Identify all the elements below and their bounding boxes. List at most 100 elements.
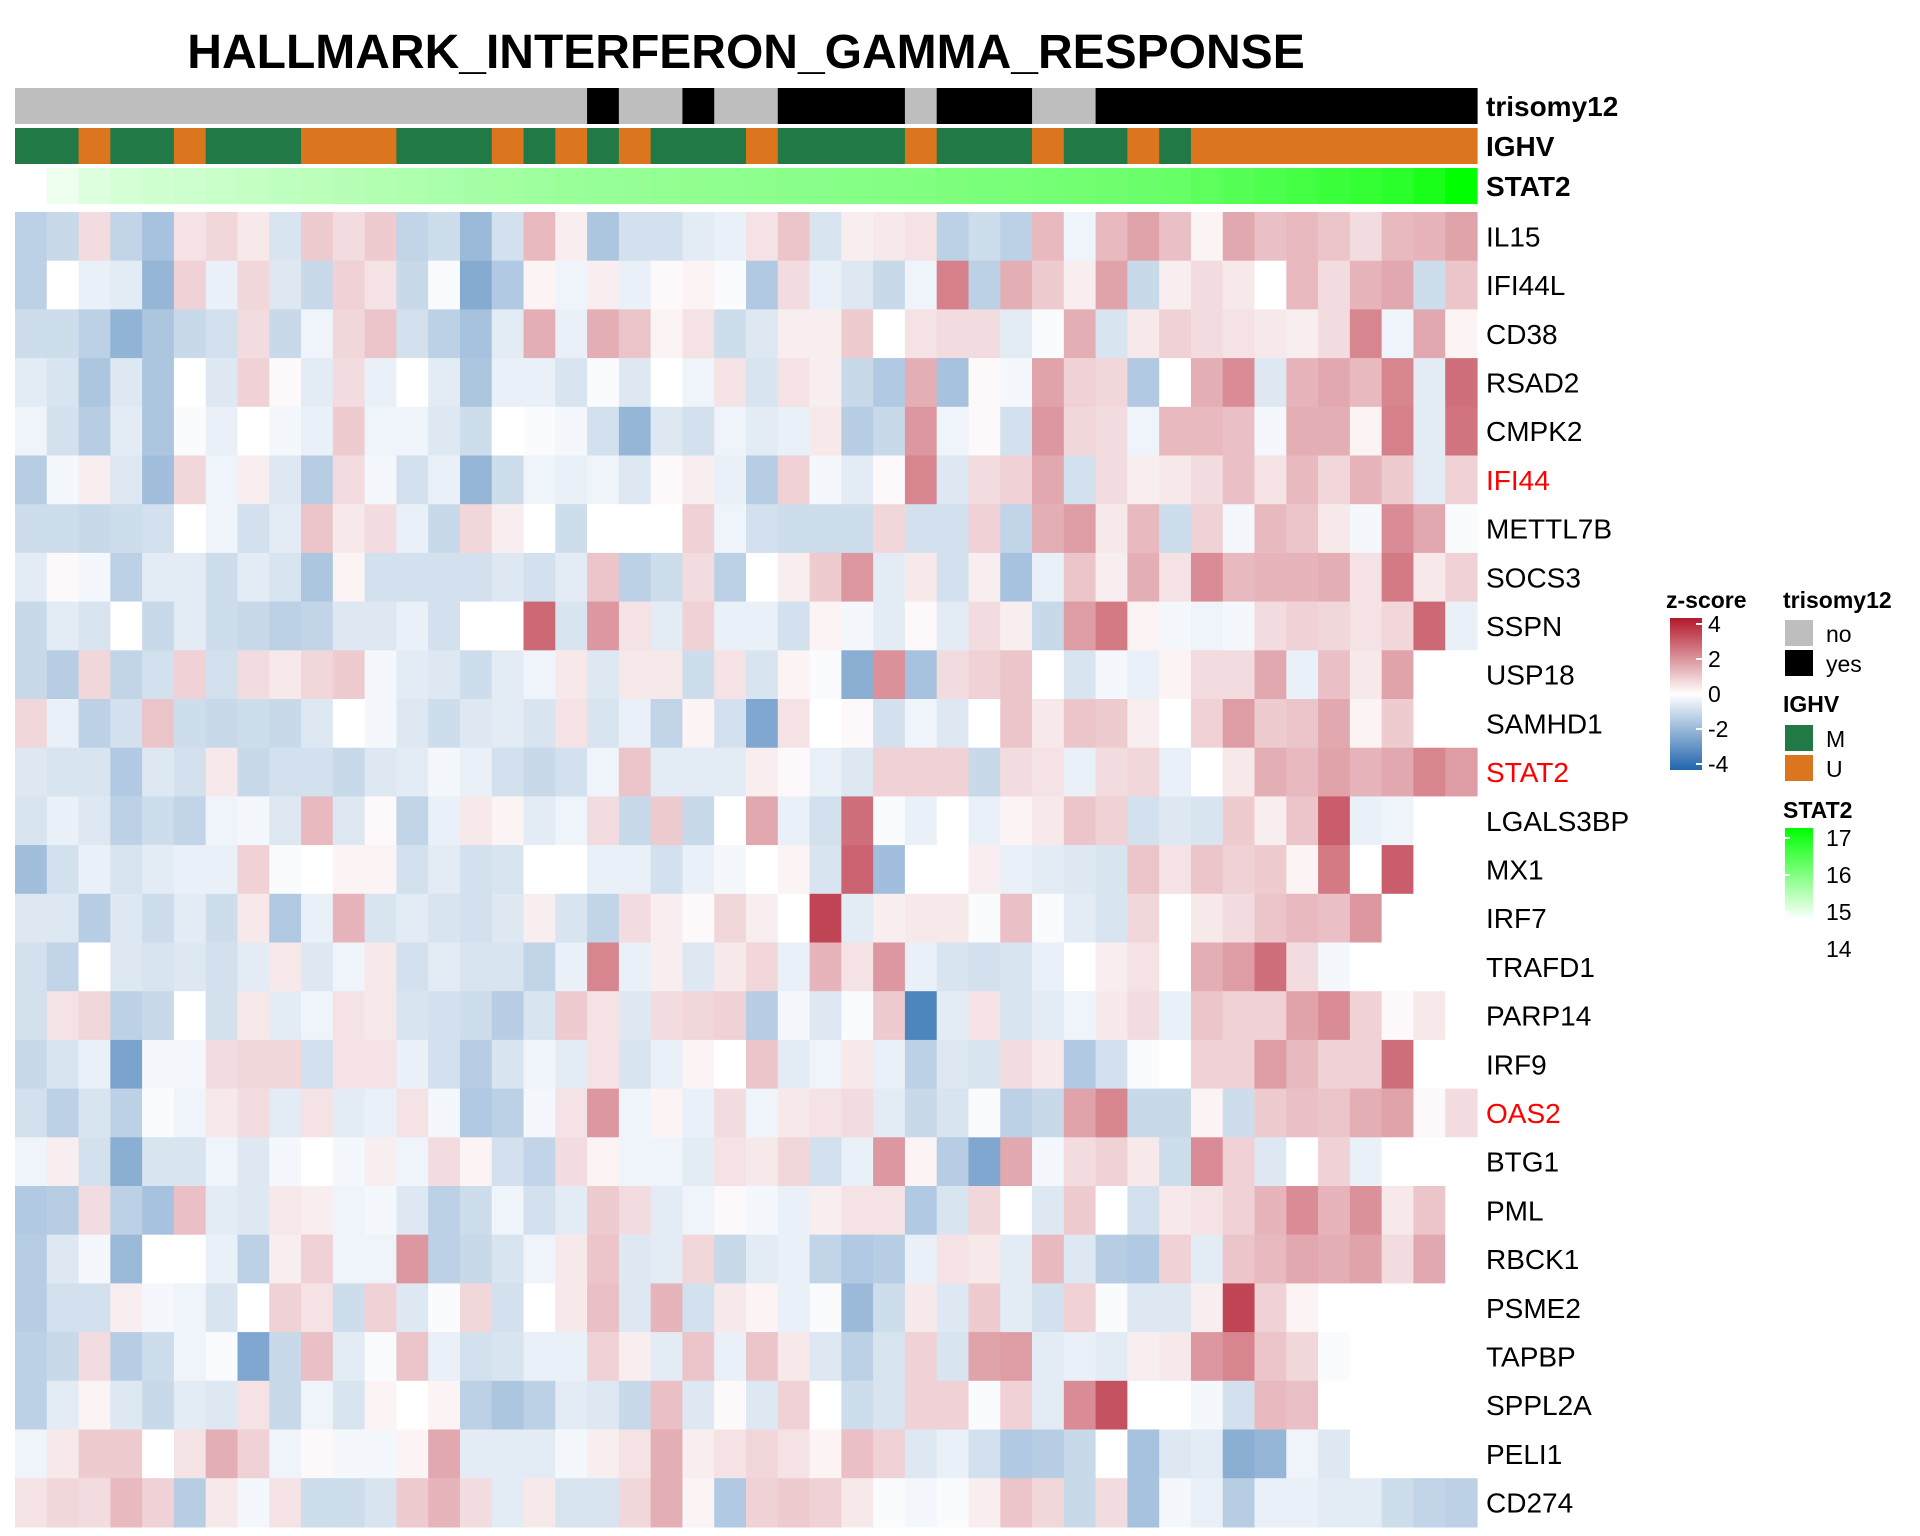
heatmap-cell [1413, 991, 1446, 1041]
heatmap-cell [237, 1429, 270, 1479]
heatmap-cell [1349, 1186, 1383, 1236]
annotation-cell-ighv [936, 128, 970, 164]
heatmap-cell [1286, 1137, 1319, 1187]
heatmap-cell [1254, 1429, 1287, 1479]
annotation-label-stat2: STAT2 [1486, 171, 1571, 202]
heatmap-cell [142, 504, 175, 554]
annotation-cell-stat2 [237, 168, 270, 204]
heatmap-cell [873, 552, 906, 603]
heatmap-cell [173, 455, 207, 505]
annotation-cell-ighv [396, 128, 429, 164]
heatmap-cell [459, 212, 493, 262]
heatmap-cell [1254, 1137, 1287, 1187]
heatmap-cell [1095, 1039, 1128, 1090]
heatmap-cell [1445, 1088, 1478, 1138]
heatmap-cell [1413, 212, 1446, 262]
heatmap-cell [1318, 504, 1351, 554]
annotation-cell-ighv [682, 128, 715, 164]
annotation-cell-stat2 [873, 168, 906, 204]
heatmap-cell [555, 1186, 588, 1236]
heatmap-cell [205, 601, 239, 651]
heatmap-cell [142, 1137, 175, 1187]
heatmap-cell [1413, 747, 1446, 797]
heatmap-cell [746, 260, 779, 310]
heatmap-cell [46, 1137, 80, 1187]
heatmap-cell [301, 1478, 334, 1528]
heatmap-cell [1222, 991, 1256, 1041]
heatmap-cell [936, 504, 970, 554]
heatmap-cell [78, 455, 111, 505]
heatmap-cells [15, 212, 1478, 1528]
heatmap-cell [1445, 1429, 1478, 1479]
heatmap-cell [1286, 601, 1319, 651]
heatmap-cell [1159, 942, 1192, 992]
annotation-cell-ighv [332, 128, 366, 164]
heatmap-cell [301, 358, 334, 408]
heatmap-cell [15, 1088, 48, 1138]
heatmap-cell [1381, 1039, 1415, 1090]
heatmap-cell [809, 796, 842, 846]
heatmap-cell [682, 1283, 715, 1333]
heatmap-cell [46, 1478, 80, 1528]
heatmap-cell [1127, 455, 1160, 505]
heatmap-cell [904, 1234, 938, 1284]
heatmap-cell [968, 893, 1001, 944]
heatmap-cell [1063, 406, 1097, 457]
gene-label-peli1: PELI1 [1486, 1439, 1562, 1470]
heatmap-cell [809, 212, 842, 262]
heatmap-cell [173, 1478, 207, 1528]
heatmap-cell [777, 796, 811, 846]
heatmap-cell [142, 1332, 175, 1382]
heatmap-cell [841, 1283, 874, 1333]
heatmap-cell [523, 1380, 556, 1431]
annotation-cell-stat2 [587, 168, 620, 204]
heatmap-cell [332, 1380, 366, 1431]
heatmap-cell [142, 552, 175, 603]
heatmap-cell [1063, 455, 1097, 505]
heatmap-cell [173, 406, 207, 457]
heatmap-cell [459, 1186, 493, 1236]
heatmap-cell [650, 796, 684, 846]
heatmap-cell [1254, 1088, 1287, 1138]
heatmap-cell [650, 552, 684, 603]
gene-label-ifi44: IFI44 [1486, 465, 1550, 496]
heatmap-cell [301, 455, 334, 505]
heatmap-cell [968, 1137, 1001, 1187]
trisomy12-yes-swatch [1785, 650, 1813, 676]
heatmap-cell [1127, 893, 1160, 944]
heatmap-cell [555, 455, 588, 505]
heatmap-cell [459, 1478, 493, 1528]
heatmap-cell [110, 699, 143, 749]
heatmap-cell [523, 504, 556, 554]
heatmap-cell [904, 358, 938, 408]
heatmap-cell [841, 552, 874, 603]
zscore-ticks: 4 2 0 -2 -4 [1696, 611, 1729, 777]
heatmap-cell [650, 1186, 684, 1236]
heatmap-cell [809, 504, 842, 554]
heatmap-cell [1159, 455, 1192, 505]
heatmap-cell [1445, 504, 1478, 554]
heatmap-cell [873, 991, 906, 1041]
heatmap-cell [237, 1137, 270, 1187]
heatmap-cell [1381, 650, 1415, 700]
heatmap-cell [1032, 309, 1065, 359]
heatmap-cell [1222, 358, 1256, 408]
heatmap-cell [682, 1234, 715, 1284]
heatmap-cell [15, 212, 48, 262]
heatmap-cell [428, 455, 461, 505]
heatmap-cell [746, 1332, 779, 1382]
heatmap-cell [1286, 1332, 1319, 1382]
heatmap-cell [1190, 455, 1224, 505]
heatmap-cell [173, 1137, 207, 1187]
heatmap-cell [1095, 991, 1128, 1041]
heatmap-cell [491, 1039, 525, 1090]
heatmap-cell [523, 991, 556, 1041]
heatmap-cell [1222, 406, 1256, 457]
heatmap-cell [1413, 650, 1446, 700]
heatmap-cell [1318, 796, 1351, 846]
heatmap-cell [237, 845, 270, 895]
heatmap-cell [1159, 1039, 1192, 1090]
heatmap-cell [1063, 893, 1097, 944]
heatmap-cell [15, 552, 48, 603]
heatmap-cell [650, 1332, 684, 1382]
